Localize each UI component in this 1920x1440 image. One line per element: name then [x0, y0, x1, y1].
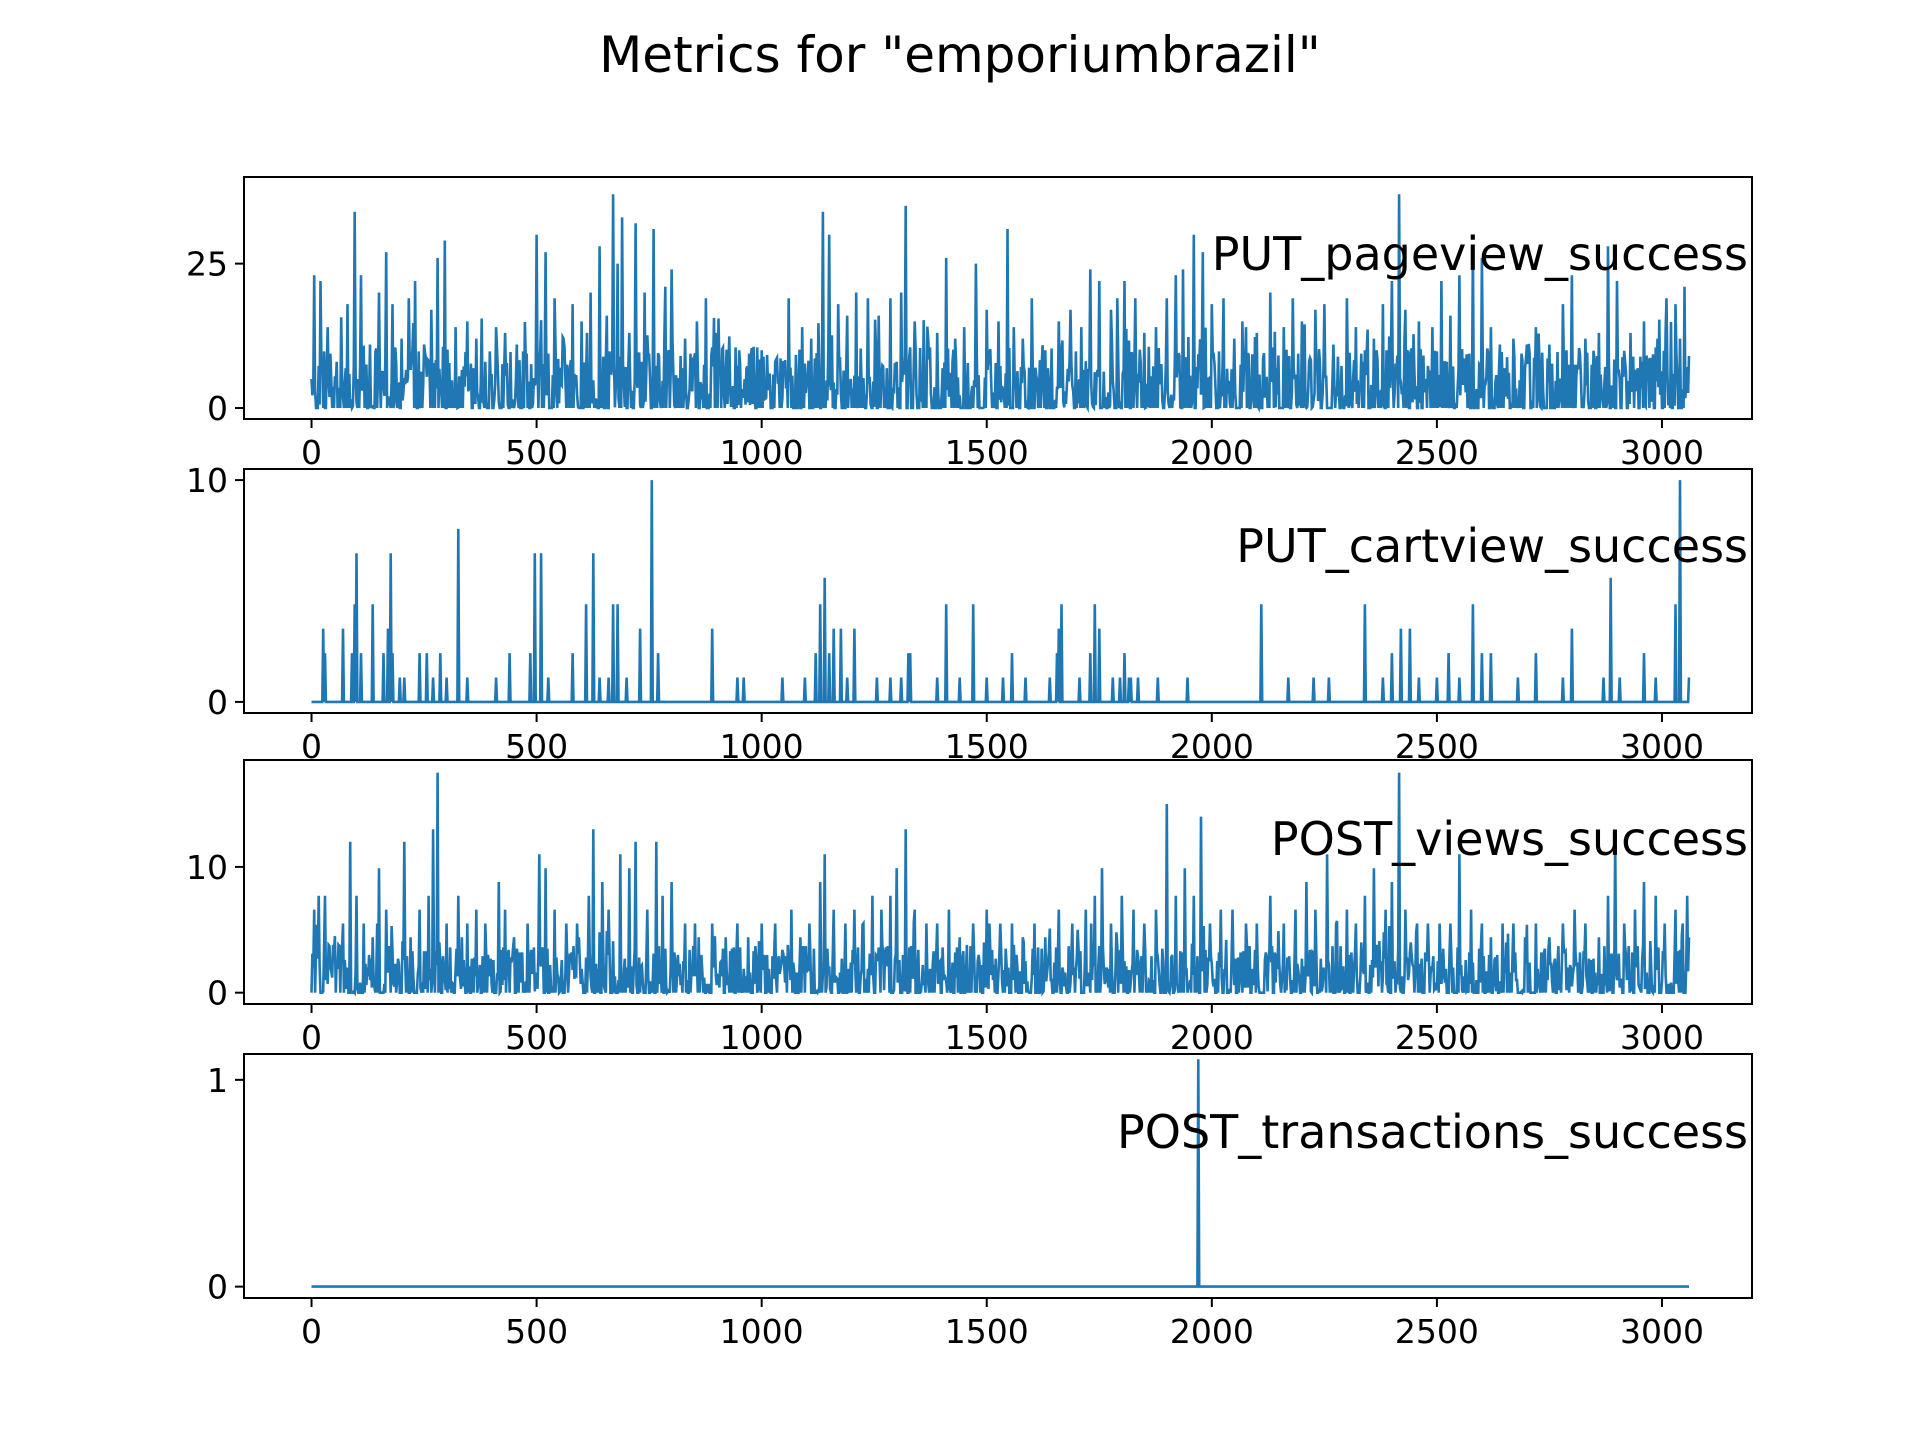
series-line — [311, 1059, 1689, 1288]
subplot-post-views-success: 0 500 1000 1500 2000 2500 3000 0 10 POST_views_su… — [186, 759, 1753, 1057]
x-tick-label: 2500 — [1395, 1018, 1479, 1057]
subplot-post-transactions-success: 0 500 1000 1500 2000 2500 3000 0 1 POST_transacti… — [207, 1053, 1753, 1351]
y-tick-label: 0 — [207, 389, 228, 428]
figure-title: Metrics for "emporiumbrazil" — [599, 26, 1321, 84]
subplot-put-pageview-success: 0 500 1000 1500 2000 2500 3000 0 25 PUT_pageview_… — [186, 176, 1753, 472]
subplot-label: PUT_cartview_success — [1236, 519, 1748, 573]
x-tick-label: 2500 — [1395, 433, 1479, 472]
series-line — [310, 772, 1691, 997]
y-tick-label: 1 — [207, 1061, 228, 1100]
y-tick-label: 0 — [207, 683, 228, 722]
x-tick-label: 0 — [301, 433, 322, 472]
x-tick-label: 1500 — [945, 1018, 1029, 1057]
x-tick-label: 2000 — [1170, 1018, 1254, 1057]
x-tick-label: 1500 — [945, 1312, 1029, 1351]
x-tick-label: 1000 — [720, 433, 804, 472]
subplot-label: POST_transactions_success — [1117, 1105, 1748, 1159]
x-tick-label: 1000 — [720, 1312, 804, 1351]
x-tick-label: 2000 — [1170, 433, 1254, 472]
y-tick-label: 0 — [207, 1268, 228, 1307]
x-tick-label: 3000 — [1620, 1312, 1704, 1351]
x-tick-label: 1000 — [720, 1018, 804, 1057]
x-tick-label: 0 — [301, 727, 322, 766]
x-tick-label: 500 — [505, 1018, 568, 1057]
subplot-label: PUT_pageview_success — [1212, 227, 1748, 281]
subplot-label: POST_views_success — [1271, 812, 1748, 866]
axes-frame — [243, 1053, 1753, 1299]
x-tick-label: 0 — [301, 1018, 322, 1057]
x-tick-label: 3000 — [1620, 433, 1704, 472]
y-tick-label: 10 — [186, 461, 228, 500]
series-line — [311, 480, 1691, 704]
axes-frame — [243, 468, 1753, 714]
y-tick-label: 10 — [186, 848, 228, 887]
x-tick-label: 500 — [505, 433, 568, 472]
series-line — [310, 194, 1691, 414]
y-tick-label: 0 — [207, 974, 228, 1013]
x-tick-label: 3000 — [1620, 1018, 1704, 1057]
x-tick-label: 2000 — [1170, 1312, 1254, 1351]
subplot-put-cartview-success: 0 500 1000 1500 2000 2500 3000010PUT_cartview_… — [186, 461, 1753, 766]
axes-frame — [243, 759, 1753, 1005]
y-tick-label: 25 — [186, 245, 228, 284]
axes-frame — [243, 176, 1753, 420]
x-tick-label: 500 — [505, 1312, 568, 1351]
x-tick-label: 2500 — [1395, 1312, 1479, 1351]
x-tick-label: 0 — [301, 1312, 322, 1351]
x-tick-label: 1500 — [945, 433, 1029, 472]
